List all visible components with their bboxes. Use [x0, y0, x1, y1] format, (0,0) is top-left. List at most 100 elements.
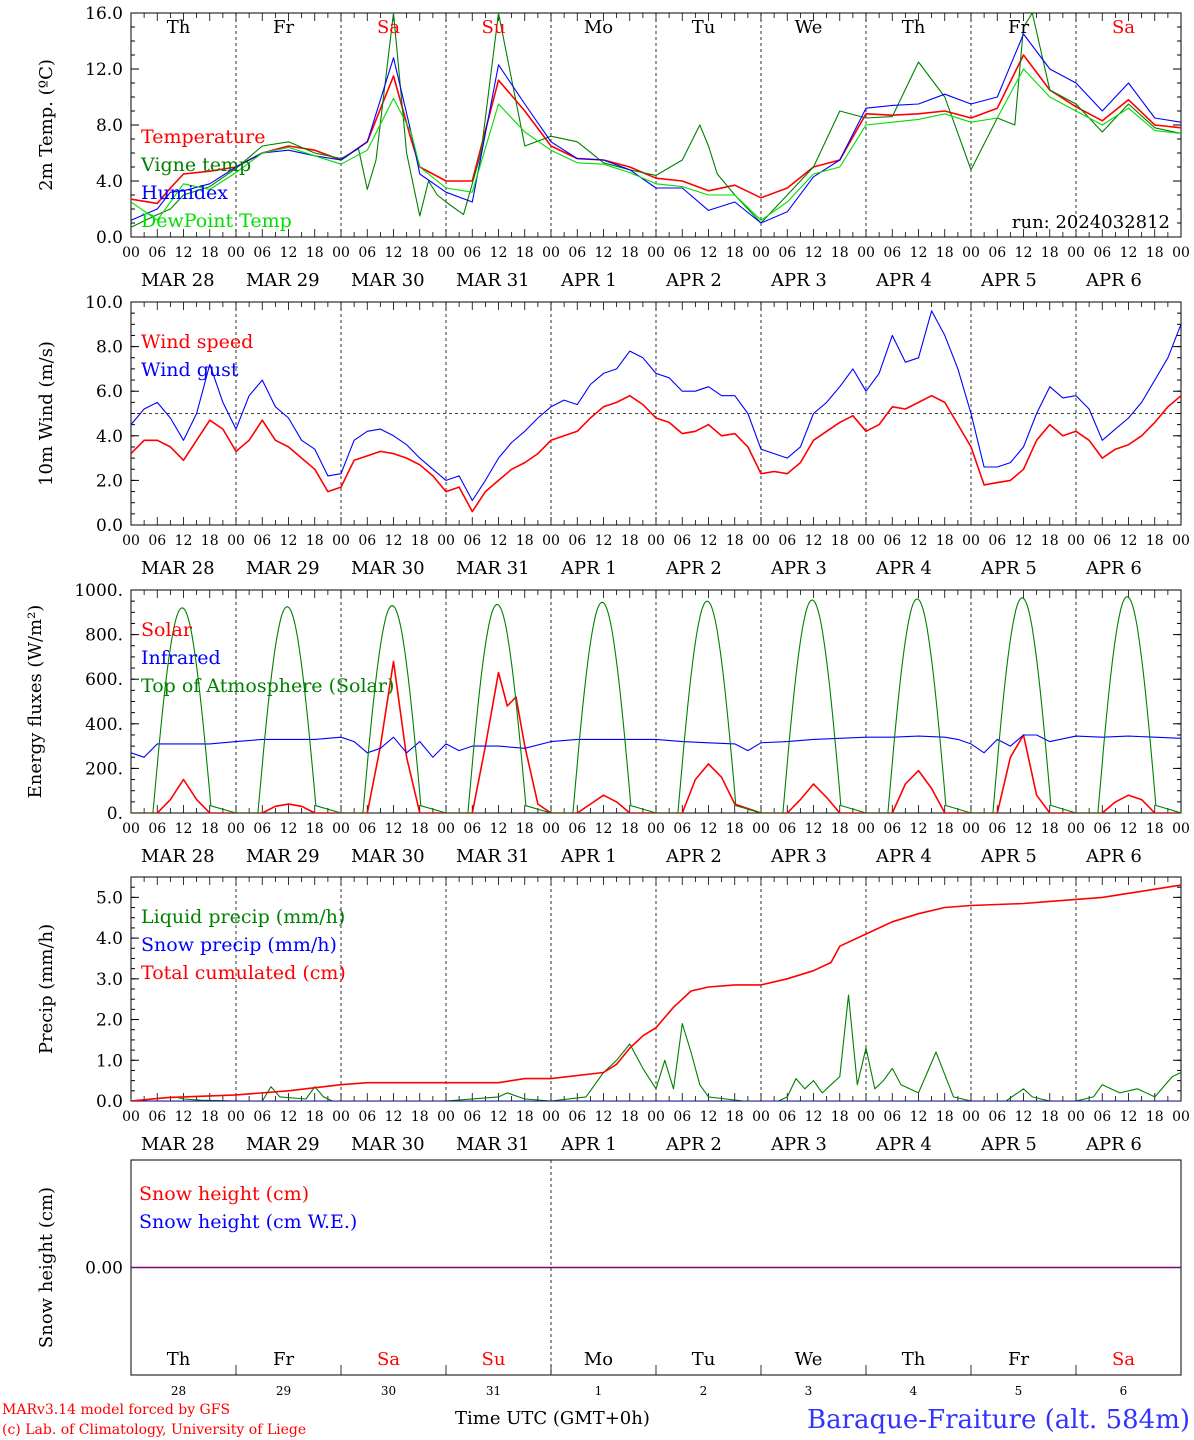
hour-tick-label: 00 — [1067, 245, 1085, 261]
legend-entry: Infrared — [141, 647, 221, 669]
hour-tick-label: 06 — [1093, 533, 1111, 549]
hour-tick-label: 00 — [1172, 533, 1190, 549]
hour-tick-label: 18 — [306, 1109, 324, 1125]
hour-tick-label: 18 — [411, 245, 429, 261]
weekday-label: Fr — [1008, 1349, 1029, 1370]
date-label: APR 6 — [1085, 846, 1142, 867]
date-label: APR 1 — [560, 270, 617, 291]
hour-tick-label: 00 — [437, 821, 455, 837]
hour-tick-label: 06 — [358, 245, 376, 261]
hour-tick-label: 12 — [1120, 1109, 1138, 1125]
series-total-cumulated-cm- — [131, 884, 1181, 1101]
hour-tick-label: 12 — [595, 533, 613, 549]
hour-tick-label: 18 — [726, 245, 744, 261]
hour-tick-label: 00 — [122, 245, 140, 261]
hour-tick-label: 18 — [306, 533, 324, 549]
weekday-label: Sa — [1112, 17, 1135, 38]
legend-entry: Wind gust — [141, 359, 239, 381]
date-label: APR 6 — [1085, 1134, 1142, 1155]
series-wind-speed — [131, 394, 1181, 513]
hour-tick-label: 06 — [673, 821, 691, 837]
hour-tick-label: 12 — [490, 245, 508, 261]
hour-tick-label: 06 — [148, 533, 166, 549]
hour-tick-label: 00 — [1172, 1109, 1190, 1125]
hour-tick-label: 06 — [988, 245, 1006, 261]
hour-tick-label: 00 — [857, 245, 875, 261]
date-label: APR 3 — [770, 270, 827, 291]
hour-tick-label: 06 — [568, 1109, 586, 1125]
hour-tick-label: 00 — [1067, 821, 1085, 837]
hour-tick-label: 00 — [647, 1109, 665, 1125]
weekday-label: Fr — [273, 1349, 294, 1370]
date-label: MAR 30 — [351, 846, 425, 867]
hour-tick-label: 00 — [227, 245, 245, 261]
hour-tick-label: 12 — [385, 1109, 403, 1125]
legend-entry: Snow height (cm) — [139, 1183, 309, 1205]
series-infrared — [131, 734, 1181, 758]
date-label: MAR 28 — [141, 270, 215, 291]
hour-tick-label: 00 — [332, 245, 350, 261]
date-label: APR 5 — [980, 846, 1037, 867]
y-tick-label: 0.0 — [96, 516, 123, 536]
hour-tick-label: 00 — [1172, 821, 1190, 837]
hour-tick-label: 12 — [1015, 821, 1033, 837]
hour-tick-label: 18 — [1146, 533, 1164, 549]
hour-tick-label: 18 — [411, 533, 429, 549]
legend-entry: Vigne temp — [140, 154, 251, 176]
hour-tick-label: 06 — [883, 245, 901, 261]
series-group — [131, 596, 1181, 813]
date-label: APR 6 — [1085, 270, 1142, 291]
legend-entry: Liquid precip (mm/h) — [141, 906, 345, 928]
weekday-label: Su — [482, 17, 506, 38]
date-label: APR 3 — [770, 846, 827, 867]
y-tick-label: 5.0 — [96, 888, 123, 908]
hour-tick-label: 12 — [700, 533, 718, 549]
series-temperature — [131, 54, 1181, 205]
hour-tick-label: 18 — [306, 821, 324, 837]
hour-tick-label: 00 — [332, 821, 350, 837]
hour-tick-label: 06 — [778, 1109, 796, 1125]
hour-tick-label: 06 — [253, 245, 271, 261]
date-label: APR 4 — [875, 846, 932, 867]
hour-tick-label: 18 — [516, 821, 534, 837]
hour-tick-label: 06 — [673, 1109, 691, 1125]
plot-frame — [130, 12, 1182, 238]
lab-credit: (c) Lab. of Climatology, University of L… — [2, 1422, 306, 1438]
hour-tick-label: 06 — [148, 245, 166, 261]
hour-tick-label: 06 — [673, 245, 691, 261]
hour-tick-label: 18 — [516, 1109, 534, 1125]
hour-tick-label: 18 — [831, 533, 849, 549]
hour-tick-label: 18 — [1041, 533, 1059, 549]
hour-tick-label: 06 — [883, 1109, 901, 1125]
weekday-label: Mo — [584, 17, 613, 38]
weekday-label: Th — [902, 1349, 926, 1370]
day-number-label: 31 — [486, 1384, 501, 1398]
hour-tick-label: 00 — [227, 1109, 245, 1125]
y-tick-label: 2.0 — [96, 1011, 123, 1031]
hour-tick-label: 06 — [883, 821, 901, 837]
series-dewpoint-temp — [131, 68, 1181, 221]
hour-tick-label: 12 — [175, 245, 193, 261]
hour-tick-label: 06 — [778, 533, 796, 549]
y-tick-label: 4.0 — [96, 172, 123, 192]
hour-tick-label: 00 — [647, 533, 665, 549]
date-label: APR 3 — [770, 1134, 827, 1155]
date-label: MAR 28 — [141, 558, 215, 579]
y-tick-label: 1000. — [74, 581, 123, 601]
hour-tick-label: 06 — [148, 1109, 166, 1125]
hour-tick-label: 00 — [752, 1109, 770, 1125]
date-label: APR 6 — [1085, 558, 1142, 579]
hour-tick-label: 18 — [726, 821, 744, 837]
hour-tick-label: 12 — [490, 1109, 508, 1125]
legend-entry: Temperature — [141, 126, 265, 148]
hour-tick-label: 12 — [1015, 245, 1033, 261]
y-tick-label: 400. — [85, 715, 123, 735]
legend-entry: Snow height (cm W.E.) — [139, 1211, 357, 1233]
weekday-label: Sa — [377, 17, 400, 38]
y-tick-label: 1.0 — [96, 1051, 123, 1071]
panel-precip: 0.0 1.0 2.0 3.0 4.0 5.0 Precip (mm/h) Liquid pr… — [36, 876, 1190, 1155]
y-axis-label: Precip (mm/h) — [36, 924, 57, 1054]
hour-tick-label: 00 — [752, 533, 770, 549]
date-label: MAR 28 — [141, 1134, 215, 1155]
plot-frame — [130, 589, 1182, 814]
